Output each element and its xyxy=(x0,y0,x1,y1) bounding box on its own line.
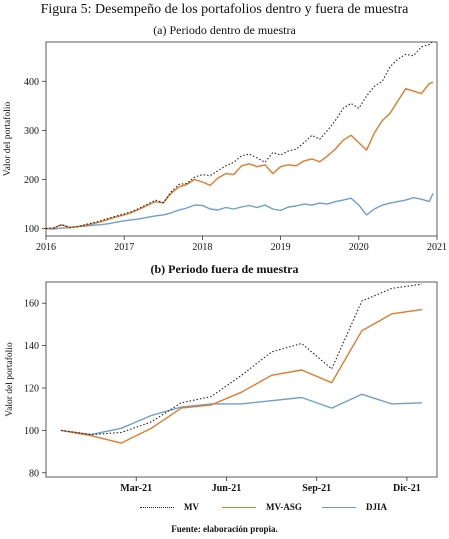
x-tick-label: Sep-21 xyxy=(302,483,331,494)
x-tick-label: Mar-21 xyxy=(120,483,152,494)
y-tick-label: 120 xyxy=(24,383,39,394)
x-tick-label: Dic-21 xyxy=(393,483,421,494)
legend-item-mv-asg: MV-ASG xyxy=(222,502,302,512)
figure-title: Figura 5: Desempeño de los portafolios d… xyxy=(40,2,409,17)
x-tick-label: Jun-21 xyxy=(212,483,241,494)
series-line-mv xyxy=(45,40,434,230)
x-tick-label: 2016 xyxy=(36,242,56,253)
series-line-mv-asg xyxy=(60,308,423,444)
legend-swatch-mv-asg xyxy=(222,506,256,508)
x-tick-label: 2017 xyxy=(114,242,134,253)
chart-panel-0: 100 200 300 400 2016 2017 2018 2019 2020 2021 Valo… xyxy=(2,40,447,253)
plot-frame xyxy=(45,281,438,478)
y-tick-label: 100 xyxy=(24,224,39,235)
legend-label-djia: DJIA xyxy=(366,502,388,512)
legend-label-mv-asg: MV-ASG xyxy=(266,502,302,512)
series-line-mv-asg xyxy=(45,81,434,230)
series-line-mv xyxy=(60,283,423,436)
x-tick-label: 2021 xyxy=(427,242,447,253)
legend-item-djia: DJIA xyxy=(322,502,387,512)
series-line-djia xyxy=(45,193,434,230)
y-tick-label: 160 xyxy=(24,299,39,310)
series-line-djia xyxy=(60,393,423,436)
legend-swatch-djia xyxy=(322,506,356,508)
y-tick-label: 300 xyxy=(24,126,39,137)
legend-item-mv: MV xyxy=(140,502,199,512)
plot-frame xyxy=(45,41,438,237)
legend: MV MV-ASG DJIA xyxy=(0,502,449,518)
y-axis-label: Valor del portafolio xyxy=(4,342,15,417)
y-tick-label: 80 xyxy=(29,468,39,479)
legend-label-mv: MV xyxy=(184,502,199,512)
y-tick-label: 200 xyxy=(24,175,39,186)
y-tick-label: 140 xyxy=(24,341,39,352)
source-note: Fuente: elaboración propia. xyxy=(171,524,278,534)
panel-a-title: (a) Periodo dentro de muestra xyxy=(153,23,296,37)
panel-b-title: (b) Periodo fuera de muestra xyxy=(150,262,299,276)
x-tick-label: 2019 xyxy=(271,242,291,253)
y-axis-label: Valor del portafolio xyxy=(2,102,13,177)
legend-swatch-mv xyxy=(140,506,174,508)
y-tick-label: 400 xyxy=(24,77,39,88)
chart-panel-1: 80 100 120 140 160 Mar-21 Jun-21 Sep-21 Dic-21 Va… xyxy=(4,281,438,494)
y-tick-label: 100 xyxy=(24,426,39,437)
x-tick-label: 2018 xyxy=(192,242,212,253)
x-tick-label: 2020 xyxy=(349,242,369,253)
